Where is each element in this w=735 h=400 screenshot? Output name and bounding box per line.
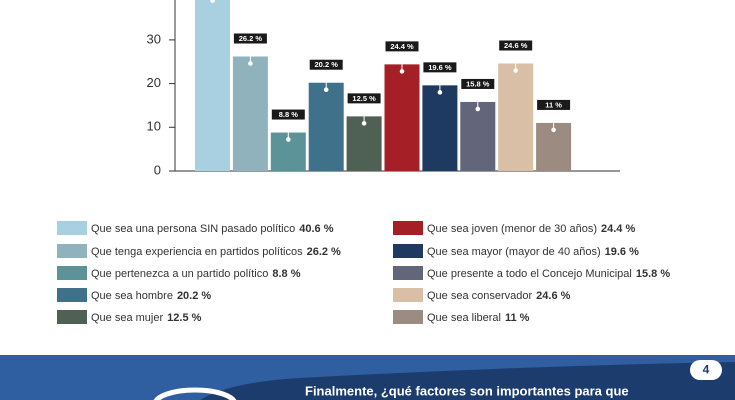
legend-entry: Que tenga experiencia en partidos políti… <box>91 246 341 258</box>
page-number-pill <box>690 360 722 380</box>
legend-swatch <box>57 244 87 258</box>
legend-name: Que sea mayor (mayor de 40 años) <box>427 246 601 258</box>
legend-swatch <box>57 310 87 324</box>
legend-name: Que sea hombre <box>91 290 173 302</box>
data-label: 26.2 % <box>239 34 263 43</box>
legend-entry: Que sea conservador 24.6 % <box>427 290 571 302</box>
legend-entry: Que sea liberal 11 % <box>427 312 530 324</box>
legend-name: Que pertenezca a un partido político <box>91 268 268 280</box>
legend-entry: Que sea hombre 20.2 % <box>91 290 211 302</box>
bar <box>498 63 534 171</box>
bar <box>384 64 420 171</box>
legend-entry: Que sea mayor (mayor de 40 años) 19.6 % <box>427 246 639 258</box>
bar <box>422 85 458 171</box>
legend-value: 15.8 % <box>636 268 670 280</box>
y-tick-label: 10 <box>147 119 161 134</box>
bar <box>195 0 230 171</box>
data-label: 24.6 % <box>504 41 528 50</box>
logo-shape <box>153 387 237 400</box>
bar <box>232 56 268 172</box>
legend-name: Que sea liberal <box>427 312 501 324</box>
label-box <box>309 59 343 70</box>
page-number: 4 <box>703 363 710 377</box>
label-box <box>461 78 495 89</box>
bar <box>308 82 344 171</box>
legend-swatch <box>393 221 423 235</box>
y-tick-label: 30 <box>147 31 161 46</box>
label-box <box>385 41 419 52</box>
legend-entry: Que presente a todo el Concejo Municipal… <box>427 268 670 280</box>
legend-value: 40.6 % <box>299 223 333 235</box>
label-box <box>499 40 533 51</box>
legend-name: Que sea mujer <box>91 312 163 324</box>
legend-name: Que sea conservador <box>427 290 533 302</box>
y-tick-label: 0 <box>154 162 161 177</box>
legend-value: 19.6 % <box>605 246 639 258</box>
legend-swatch <box>393 288 423 302</box>
legend-swatch <box>393 310 423 324</box>
bar <box>460 101 496 171</box>
legend-value: 8.8 % <box>272 268 300 280</box>
legend-swatch <box>57 221 87 235</box>
legend-value: 24.4 % <box>601 223 635 235</box>
data-label: 15.8 % <box>466 79 490 88</box>
legend-value: 11 % <box>505 312 530 324</box>
legend-value: 24.6 % <box>536 290 570 302</box>
label-box <box>233 33 267 44</box>
data-label: 20.2 % <box>315 60 339 69</box>
legend-swatch <box>393 266 423 280</box>
legend-name: Que tenga experiencia en partidos políti… <box>91 246 303 258</box>
data-label: 11 % <box>545 100 562 109</box>
data-label: 19.6 % <box>428 63 452 72</box>
legend-entry: Que pertenezca a un partido político 8.8 … <box>91 268 301 280</box>
legend-swatch <box>57 288 87 302</box>
label-box <box>271 109 305 120</box>
bar-dot <box>210 0 215 3</box>
y-tick-label: 20 <box>147 75 161 90</box>
legend-name: Que presente a todo el Concejo Municipal <box>427 268 632 280</box>
legend-value: 12.5 % <box>167 312 201 324</box>
label-box <box>423 62 457 73</box>
data-label: 24.4 % <box>390 42 414 51</box>
legend-swatch <box>393 244 423 258</box>
legend-value: 20.2 % <box>177 290 211 302</box>
legend-entry: Que sea una persona SIN pasado político 4… <box>91 223 334 235</box>
legend-value: 26.2 % <box>307 246 341 258</box>
legend-name: Que sea joven (menor de 30 años) <box>427 223 597 235</box>
legend-name: Que sea una persona SIN pasado político <box>91 223 295 235</box>
legend-entry: Que sea joven (menor de 30 años) 24.4 % <box>427 223 635 235</box>
label-box <box>347 93 381 104</box>
data-label: 12.5 % <box>352 94 376 103</box>
legend-entry: Que sea mujer 12.5 % <box>91 312 202 324</box>
legend-swatch <box>57 266 87 280</box>
label-box <box>537 99 571 110</box>
data-label: 8.8 % <box>279 110 299 119</box>
footer-text: Finalmente, ¿qué factores son importante… <box>305 383 629 398</box>
